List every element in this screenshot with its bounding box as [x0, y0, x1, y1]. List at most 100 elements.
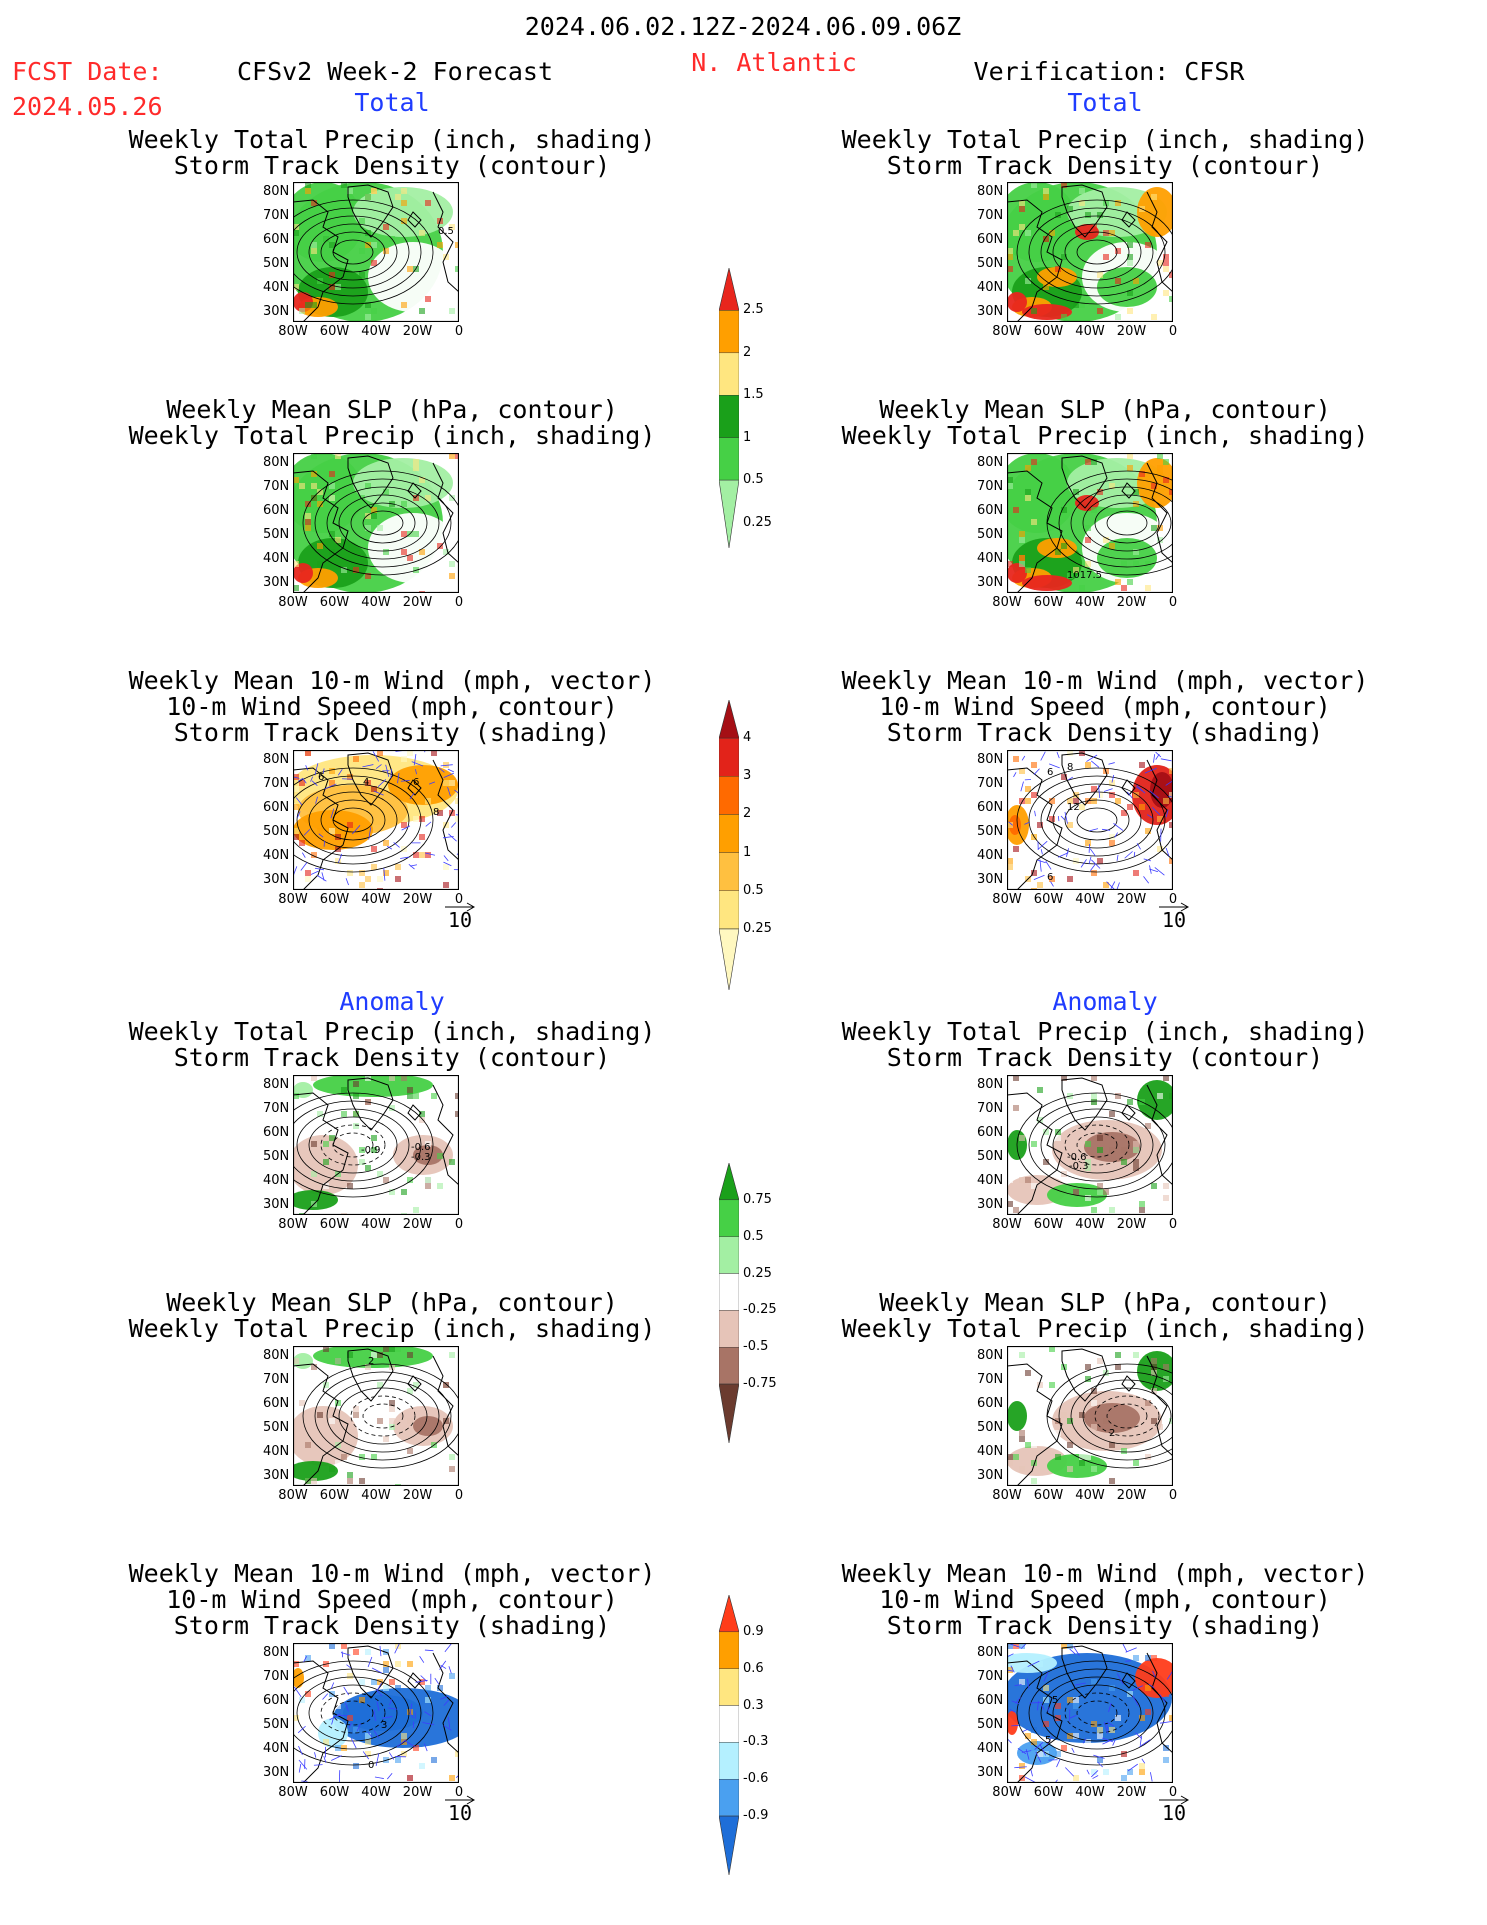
- contour-line: [1016, 767, 1173, 873]
- map-panel-aslp-forecast: 2: [293, 1346, 459, 1486]
- wind-vector: [423, 1743, 428, 1752]
- lat-tick-label: 50N: [977, 824, 1004, 839]
- lat-tick-label: 70N: [263, 1101, 290, 1116]
- shading-cell: [1115, 278, 1121, 284]
- shading-cell: [1163, 1195, 1169, 1201]
- shading-cell: [419, 230, 425, 236]
- shading-cell: [1031, 1739, 1037, 1745]
- shading-cell: [1013, 1105, 1019, 1111]
- wind-vector: [387, 1772, 393, 1780]
- shading-cell: [359, 218, 365, 224]
- colorbar-tick-label: 1: [743, 844, 752, 860]
- shading-cell: [353, 1406, 359, 1412]
- shading-cell: [1037, 882, 1043, 888]
- shading-cell: [1085, 537, 1091, 543]
- wind-vector: [1149, 790, 1159, 799]
- shading-cell: [317, 1099, 323, 1105]
- shading-cell: [395, 1346, 401, 1352]
- contour-line: [1046, 1363, 1173, 1469]
- panel-title-line-1: Weekly Mean 10-m Wind (mph, vector): [128, 1559, 656, 1588]
- shading-cell: [1139, 804, 1145, 810]
- lat-tick-label: 50N: [263, 824, 290, 839]
- wind-vector: [448, 833, 457, 842]
- lat-tick-label: 60N: [977, 503, 1004, 518]
- shading-cell: [1031, 1141, 1037, 1147]
- wind-vector: [1102, 1739, 1114, 1745]
- shading-cell: [449, 1159, 455, 1165]
- shading-cell: [1055, 1430, 1061, 1436]
- contour-line: [1040, 783, 1154, 857]
- shading-cell: [1157, 846, 1163, 852]
- shading-cell: [1157, 1093, 1163, 1099]
- wind-vector: [376, 1682, 382, 1692]
- shading-cell: [1145, 1655, 1151, 1661]
- wind-vector: [1034, 1741, 1044, 1750]
- wind-vector: [1144, 767, 1157, 774]
- shading-cell: [383, 489, 389, 495]
- lat-tick-label: 50N: [263, 256, 290, 271]
- shading-cell: [1157, 1400, 1163, 1406]
- shading-cell: [371, 864, 377, 870]
- shading-cell: [1163, 254, 1169, 260]
- shading-cell: [1055, 1715, 1061, 1721]
- lon-tick-label: 40W: [361, 595, 391, 610]
- shading-cell: [1067, 206, 1073, 212]
- shading-cell: [1055, 1703, 1061, 1709]
- contour-line: [293, 775, 422, 865]
- shading-cell: [1169, 768, 1173, 774]
- wind-vector: [440, 1664, 447, 1669]
- wind-vector: [1069, 1714, 1077, 1719]
- shading-cell: [359, 1697, 365, 1703]
- shading-cell: [1139, 1769, 1145, 1775]
- colorbar-segment: [719, 352, 739, 396]
- wind-vector: [1017, 1747, 1027, 1755]
- wind-vector: [1153, 754, 1156, 763]
- shading-cell: [455, 1751, 459, 1757]
- contour-line: [332, 807, 374, 833]
- coastline: [1121, 1375, 1136, 1392]
- wind-vector: [409, 1712, 414, 1719]
- contour-line: [1076, 1700, 1118, 1726]
- lat-tick-label: 70N: [977, 1669, 1004, 1684]
- wind-vector: [1050, 881, 1054, 887]
- shading-cell: [1115, 1364, 1121, 1370]
- shading-cell: [293, 804, 299, 810]
- shading-cell: [371, 242, 377, 248]
- shading-cell: [383, 549, 389, 555]
- colorbar-tick-label: 0.25: [743, 920, 772, 936]
- wind-vector: [451, 822, 457, 828]
- wind-vector: [331, 1715, 335, 1725]
- wind-vector: [1106, 1724, 1109, 1731]
- shading-cell: [1085, 1159, 1091, 1165]
- shading-cell: [341, 182, 347, 188]
- wind-vector: [379, 1645, 382, 1657]
- wind-vector: [1124, 851, 1133, 859]
- wind-vector: [1024, 821, 1030, 825]
- shading-cell: [1067, 798, 1073, 804]
- contour-line: [332, 1700, 374, 1726]
- shading-cell: [293, 1093, 299, 1099]
- contour-line: [1052, 791, 1142, 849]
- contour-line: [338, 1387, 428, 1445]
- wind-vector: [415, 769, 417, 775]
- shading-cell: [449, 495, 455, 501]
- shading-cell: [1061, 465, 1067, 471]
- shading-cell: [299, 1697, 305, 1703]
- shading-cell: [347, 1715, 353, 1721]
- contour-line: [350, 1395, 416, 1437]
- wind-vector: [1025, 1749, 1030, 1760]
- lon-tick-label: 60W: [319, 595, 350, 610]
- contour-line: [320, 1692, 386, 1734]
- shading-cell: [377, 750, 383, 756]
- wind-vector: [386, 845, 393, 850]
- shading-cell: [311, 483, 317, 489]
- shading-cell: [1013, 756, 1019, 762]
- shading-cell: [1157, 453, 1163, 459]
- wind-vector: [1159, 1693, 1166, 1703]
- shading-cell: [1091, 1099, 1097, 1105]
- shading-cell: [347, 1352, 353, 1358]
- shading-cell: [1133, 870, 1139, 876]
- shading-cell: [293, 786, 299, 792]
- colorbar-segment: [719, 890, 739, 930]
- wind-vector: [424, 1711, 432, 1717]
